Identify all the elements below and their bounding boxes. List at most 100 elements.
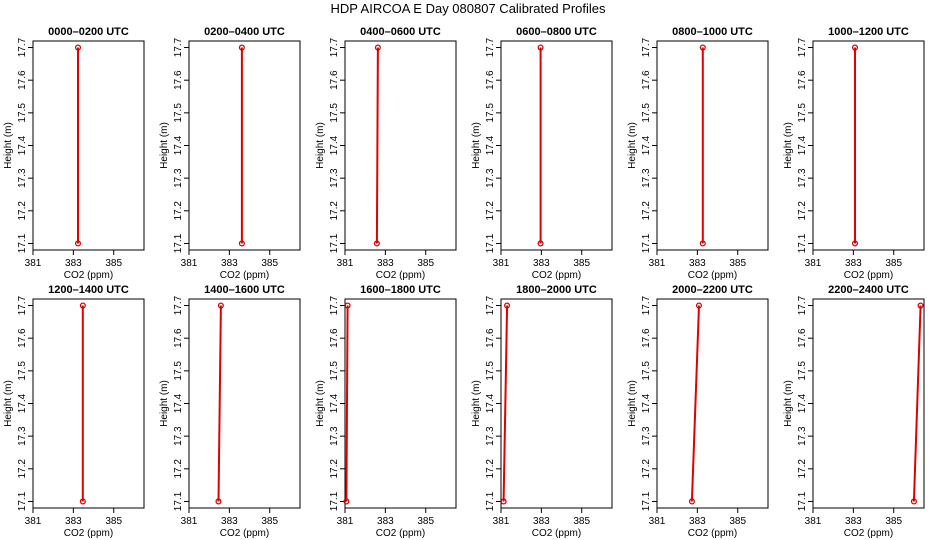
y-axis-label: Height (m) bbox=[3, 122, 14, 169]
y-tick-label: 17.2 bbox=[797, 459, 808, 479]
x-tick-label: 381 bbox=[181, 516, 198, 527]
y-tick-label: 17.5 bbox=[329, 361, 340, 381]
profile-point bbox=[851, 240, 859, 247]
panel-frame bbox=[812, 40, 925, 251]
panel-frame bbox=[344, 40, 457, 251]
y-axis-label: Height (m) bbox=[315, 122, 326, 169]
panel-title: 0000–0200 UTC bbox=[48, 26, 129, 38]
y-tick-label: 17.4 bbox=[173, 135, 184, 155]
y-tick-label: 17.5 bbox=[641, 361, 652, 381]
y-tick-label: 17.6 bbox=[173, 328, 184, 348]
profile-point bbox=[537, 44, 544, 51]
y-tick-label: 17.7 bbox=[797, 295, 808, 315]
x-tick-label: 385 bbox=[105, 258, 122, 269]
y-tick-label: 17.3 bbox=[173, 168, 184, 188]
y-tick-label: 17.2 bbox=[797, 201, 808, 221]
panel-title: 1200–1400 UTC bbox=[48, 284, 129, 296]
x-tick-label: 383 bbox=[689, 258, 706, 269]
x-axis-label: CO2 (ppm) bbox=[844, 528, 893, 539]
y-tick-label: 17.1 bbox=[17, 233, 28, 253]
y-tick-label: 17.7 bbox=[329, 295, 340, 315]
x-tick-label: 383 bbox=[845, 516, 862, 527]
y-tick-label: 17.3 bbox=[797, 168, 808, 188]
y-axis-label: Height (m) bbox=[471, 122, 482, 169]
y-tick-label: 17.7 bbox=[173, 295, 184, 315]
y-axis-label: Height (m) bbox=[315, 380, 326, 427]
x-tick-label: 383 bbox=[845, 258, 862, 269]
x-tick-label: 381 bbox=[181, 258, 198, 269]
panel-title: 1600–1800 UTC bbox=[360, 284, 441, 296]
y-tick-label: 17.1 bbox=[641, 491, 652, 511]
x-tick-label: 383 bbox=[221, 516, 238, 527]
x-tick-label: 385 bbox=[417, 516, 434, 527]
y-tick-label: 17.4 bbox=[17, 393, 28, 413]
y-tick-label: 17.4 bbox=[485, 135, 496, 155]
x-tick-label: 385 bbox=[885, 258, 902, 269]
y-tick-label: 17.3 bbox=[173, 426, 184, 446]
y-tick-label: 17.4 bbox=[797, 393, 808, 413]
x-axis-label: CO2 (ppm) bbox=[532, 528, 581, 539]
profile-line bbox=[375, 47, 379, 244]
y-axis-label: Height (m) bbox=[627, 380, 638, 427]
y-tick-label: 17.4 bbox=[641, 135, 652, 155]
y-tick-label: 17.6 bbox=[17, 328, 28, 348]
profile-point bbox=[79, 302, 86, 309]
y-tick-label: 17.2 bbox=[329, 459, 340, 479]
x-tick-label: 381 bbox=[649, 258, 666, 269]
panel-title: 2200–2400 UTC bbox=[828, 284, 909, 296]
y-tick-label: 17.2 bbox=[641, 201, 652, 221]
y-tick-label: 17.3 bbox=[17, 168, 28, 188]
profile-point bbox=[74, 44, 82, 51]
profile-point bbox=[238, 240, 245, 247]
y-tick-label: 17.5 bbox=[797, 361, 808, 381]
y-tick-label: 17.2 bbox=[173, 201, 184, 221]
profile-point bbox=[374, 44, 381, 51]
panel-title: 1000–1200 UTC bbox=[828, 26, 909, 38]
x-axis-label: CO2 (ppm) bbox=[220, 528, 269, 539]
x-tick-label: 383 bbox=[221, 258, 238, 269]
panel-title: 0800–1000 UTC bbox=[672, 26, 753, 38]
x-axis-label: CO2 (ppm) bbox=[844, 270, 893, 281]
profile-point bbox=[79, 498, 86, 505]
y-tick-label: 17.5 bbox=[173, 103, 184, 123]
x-tick-label: 385 bbox=[885, 516, 902, 527]
x-tick-label: 385 bbox=[573, 516, 590, 527]
y-tick-label: 17.6 bbox=[797, 70, 808, 90]
profile-point bbox=[537, 240, 544, 247]
panel-title: 2000–2200 UTC bbox=[672, 284, 753, 296]
y-axis-label: Height (m) bbox=[3, 380, 14, 427]
profile-line bbox=[217, 305, 222, 502]
x-tick-label: 381 bbox=[337, 516, 354, 527]
y-tick-label: 17.4 bbox=[329, 393, 340, 413]
y-tick-label: 17.2 bbox=[173, 459, 184, 479]
x-tick-label: 381 bbox=[649, 516, 666, 527]
panel-frame bbox=[500, 298, 613, 509]
profile-point bbox=[851, 44, 859, 51]
y-tick-label: 17.5 bbox=[485, 361, 496, 381]
x-axis-label: CO2 (ppm) bbox=[688, 270, 737, 281]
x-tick-label: 383 bbox=[377, 516, 394, 527]
y-tick-label: 17.7 bbox=[329, 37, 340, 57]
panel-frame bbox=[188, 40, 301, 251]
y-tick-label: 17.2 bbox=[485, 201, 496, 221]
x-axis-label: CO2 (ppm) bbox=[220, 270, 269, 281]
panel-frame bbox=[344, 298, 457, 509]
x-axis-label: CO2 (ppm) bbox=[376, 528, 425, 539]
y-tick-label: 17.1 bbox=[641, 233, 652, 253]
y-tick-label: 17.2 bbox=[17, 201, 28, 221]
y-tick-label: 17.3 bbox=[17, 426, 28, 446]
profile-line bbox=[345, 305, 349, 502]
y-axis-label: Height (m) bbox=[159, 122, 170, 169]
y-tick-label: 17.4 bbox=[173, 393, 184, 413]
profile-point bbox=[344, 302, 351, 309]
profile-point bbox=[910, 498, 917, 505]
y-tick-label: 17.1 bbox=[17, 491, 28, 511]
y-tick-label: 17.2 bbox=[17, 459, 28, 479]
x-tick-label: 381 bbox=[493, 516, 510, 527]
y-tick-label: 17.1 bbox=[797, 491, 808, 511]
profile-point bbox=[238, 44, 245, 51]
y-tick-label: 17.1 bbox=[329, 233, 340, 253]
x-tick-label: 383 bbox=[689, 516, 706, 527]
y-tick-label: 17.4 bbox=[329, 135, 340, 155]
